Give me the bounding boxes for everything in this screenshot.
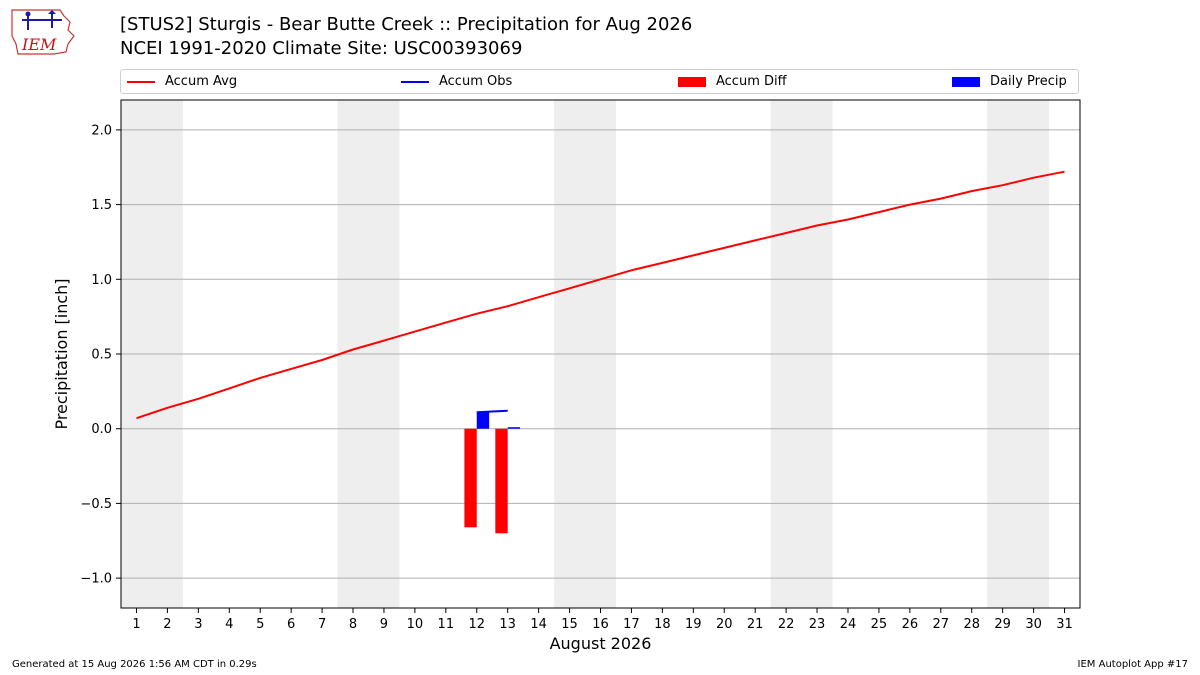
legend-swatch-accum-obs <box>401 80 429 83</box>
y-tick-label-5: 1.5 <box>91 198 112 213</box>
x-tick-label-2: 2 <box>163 617 171 632</box>
x-tick-label-20: 20 <box>716 617 733 632</box>
x-tick-label-21: 21 <box>747 617 764 632</box>
x-tick-label-4: 4 <box>225 617 233 632</box>
legend-item-accum-diff: Accum Diff <box>678 74 787 90</box>
x-tick-label-8: 8 <box>349 617 357 632</box>
x-tick-label-22: 22 <box>778 617 795 632</box>
x-tick-label-5: 5 <box>256 617 264 632</box>
x-tick-label-23: 23 <box>809 617 826 632</box>
footer-app: IEM Autoplot App #17 <box>1077 659 1188 670</box>
chart-title: [STUS2] Sturgis - Bear Butte Creek :: Pr… <box>120 14 693 35</box>
legend-label-accum-avg: Accum Avg <box>165 74 238 89</box>
bar-accum-diff-day-12 <box>464 428 477 528</box>
y-tick-label-2: 0.0 <box>91 422 112 437</box>
x-tick-label-28: 28 <box>963 617 980 632</box>
x-tick-label-17: 17 <box>623 617 640 632</box>
legend-item-daily-precip: Daily Precip <box>952 74 1067 90</box>
bar-daily-precip-day-12 <box>476 412 490 429</box>
x-tick-label-31: 31 <box>1056 617 1073 632</box>
x-axis-label: August 2026 <box>550 634 652 653</box>
x-tick-label-15: 15 <box>561 617 578 632</box>
x-tick-label-25: 25 <box>871 617 888 632</box>
line-accum-obs <box>476 409 508 414</box>
x-tick-label-12: 12 <box>468 617 485 632</box>
x-tick-label-19: 19 <box>685 617 702 632</box>
legend-label-accum-obs: Accum Obs <box>439 74 513 89</box>
y-axis-label: Precipitation [inch] <box>52 278 71 429</box>
x-tick-label-1: 1 <box>132 617 140 632</box>
chart-subtitle: NCEI 1991-2020 Climate Site: USC00393069 <box>120 38 523 59</box>
x-tick-label-18: 18 <box>654 617 671 632</box>
logo-text: IEM <box>21 35 57 54</box>
y-tick-label-4: 1.0 <box>91 273 112 288</box>
x-tick-label-3: 3 <box>194 617 202 632</box>
y-tick-label-3: 0.5 <box>91 348 112 363</box>
legend-swatch-accum-diff <box>678 76 706 87</box>
x-tick-label-27: 27 <box>933 617 950 632</box>
legend-item-accum-avg: Accum Avg <box>127 74 237 90</box>
x-tick-label-10: 10 <box>407 617 424 632</box>
legend: Accum Avg Accum Obs Accum Diff Daily Pre… <box>120 69 1079 94</box>
x-tick-label-7: 7 <box>318 617 326 632</box>
x-tick-label-14: 14 <box>530 617 547 632</box>
x-tick-label-9: 9 <box>380 617 388 632</box>
x-tick-label-13: 13 <box>499 617 516 632</box>
legend-label-daily-precip: Daily Precip <box>990 74 1067 89</box>
legend-item-accum-obs: Accum Obs <box>401 74 512 90</box>
footer-generated: Generated at 15 Aug 2026 1:56 AM CDT in … <box>12 659 257 670</box>
bar-daily-precip-day-13 <box>507 427 521 429</box>
legend-label-accum-diff: Accum Diff <box>716 74 787 89</box>
legend-swatch-daily-precip <box>952 76 980 87</box>
legend-swatch-accum-avg <box>127 80 155 83</box>
x-tick-label-24: 24 <box>840 617 857 632</box>
y-tick-label-1: −0.5 <box>80 497 112 512</box>
x-tick-label-30: 30 <box>1025 617 1042 632</box>
x-tick-label-29: 29 <box>994 617 1011 632</box>
x-tick-label-6: 6 <box>287 617 295 632</box>
x-tick-label-26: 26 <box>902 617 919 632</box>
iem-logo: IEM <box>11 9 75 55</box>
x-tick-label-16: 16 <box>592 617 609 632</box>
x-tick-label-11: 11 <box>438 617 455 632</box>
bar-accum-diff-day-13 <box>495 428 508 534</box>
y-tick-label-6: 2.0 <box>91 123 112 138</box>
y-tick-label-0: −1.0 <box>80 572 112 587</box>
line-accum-avg <box>136 170 1065 420</box>
